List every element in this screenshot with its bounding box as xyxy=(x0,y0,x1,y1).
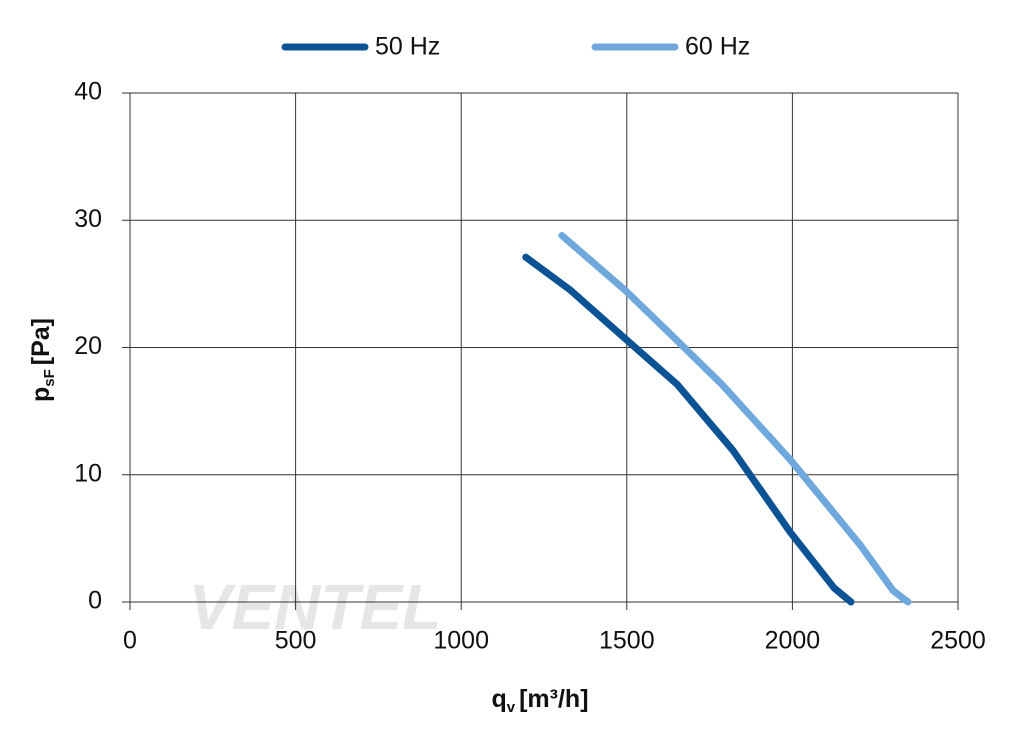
y-label-unit: [Pa] xyxy=(27,318,55,365)
x-tick-label: 2500 xyxy=(930,627,986,655)
x-axis-label: qv [m³/h] xyxy=(491,685,588,716)
x-tick-label: 1000 xyxy=(433,627,489,655)
y-tick-label: 40 xyxy=(74,78,102,106)
data-line xyxy=(558,232,912,606)
x-label-main: q xyxy=(491,685,506,713)
x-label-sub: v xyxy=(507,699,516,716)
y-tick-label: 10 xyxy=(74,459,102,487)
legend-label: 50 Hz xyxy=(375,33,440,61)
y-label-main: p xyxy=(27,387,55,402)
x-tick-label: 1500 xyxy=(599,627,655,655)
y-label-sub: sF xyxy=(41,369,58,387)
y-tick-label: 30 xyxy=(74,205,102,233)
x-tick-label: 0 xyxy=(123,627,137,655)
x-tick-label: 500 xyxy=(275,627,317,655)
legend-label: 60 Hz xyxy=(685,33,750,61)
y-tick-label: 20 xyxy=(74,332,102,360)
x-label-unit: [m³/h] xyxy=(519,685,588,713)
y-axis-label: psF [Pa] xyxy=(27,318,58,402)
y-tick-label: 0 xyxy=(88,587,102,615)
x-tick-label: 2000 xyxy=(765,627,821,655)
watermark: VENTEL xyxy=(189,571,441,643)
data-line xyxy=(522,253,855,606)
